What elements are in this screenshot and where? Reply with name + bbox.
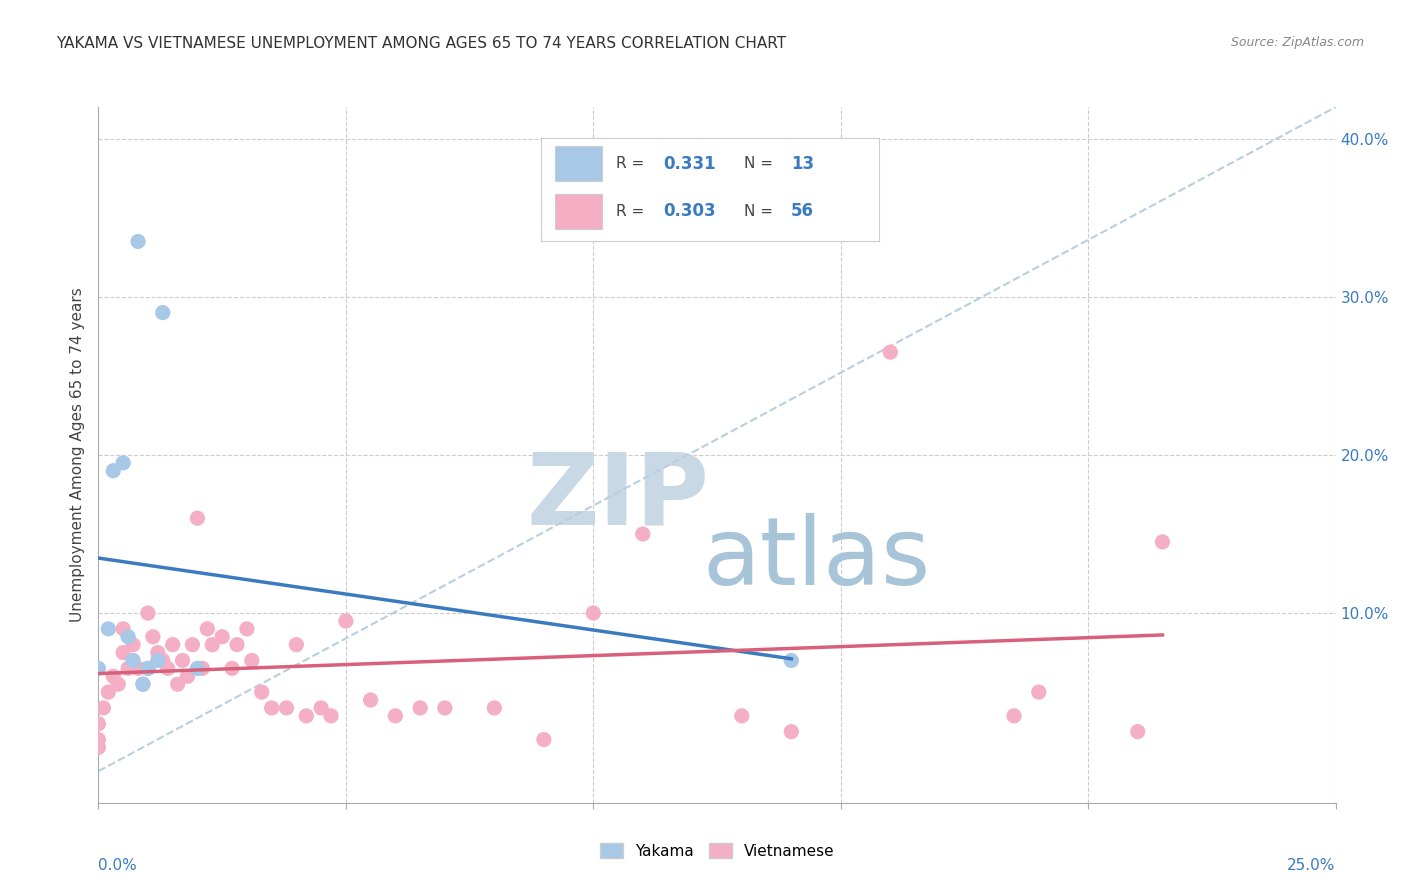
Point: [142, 630, 165, 644]
Point: [276, 701, 298, 715]
Text: 0.303: 0.303: [662, 202, 716, 220]
Point: [162, 638, 184, 652]
Point: [93, 701, 115, 715]
Point: [146, 653, 169, 667]
Text: R =: R =: [616, 156, 648, 171]
Point: [146, 646, 169, 660]
Point: [156, 661, 179, 675]
Point: [384, 708, 406, 723]
Point: [360, 693, 382, 707]
Point: [226, 638, 249, 652]
Point: [879, 345, 901, 359]
Point: [136, 661, 159, 675]
Point: [152, 305, 174, 319]
Point: [181, 638, 204, 652]
Point: [433, 701, 456, 715]
Point: [87, 740, 110, 755]
Point: [103, 669, 125, 683]
Text: 0.0%: 0.0%: [98, 858, 138, 873]
Bar: [555, 146, 602, 181]
Text: 13: 13: [792, 155, 814, 173]
Point: [103, 464, 125, 478]
Point: [122, 638, 145, 652]
Point: [582, 606, 605, 620]
Point: [127, 661, 149, 675]
Point: [136, 661, 159, 675]
Point: [97, 622, 120, 636]
Text: 56: 56: [792, 202, 814, 220]
Point: [309, 701, 332, 715]
Point: [176, 669, 198, 683]
Point: [112, 622, 135, 636]
Point: [132, 677, 155, 691]
Point: [780, 653, 803, 667]
Point: [335, 614, 357, 628]
Point: [221, 661, 243, 675]
Point: [186, 511, 208, 525]
Point: [117, 630, 139, 644]
Point: [240, 653, 263, 667]
Point: [112, 646, 135, 660]
Point: [107, 677, 129, 691]
Point: [780, 724, 803, 739]
Point: [166, 677, 188, 691]
Point: [87, 661, 110, 675]
Text: ZIP: ZIP: [527, 448, 710, 545]
Point: [1028, 685, 1050, 699]
Text: atlas: atlas: [702, 513, 931, 606]
Point: [631, 527, 654, 541]
Point: [152, 653, 174, 667]
Point: [236, 622, 259, 636]
Y-axis label: Unemployment Among Ages 65 to 74 years: Unemployment Among Ages 65 to 74 years: [70, 287, 86, 623]
Text: YAKAMA VS VIETNAMESE UNEMPLOYMENT AMONG AGES 65 TO 74 YEARS CORRELATION CHART: YAKAMA VS VIETNAMESE UNEMPLOYMENT AMONG …: [56, 36, 786, 51]
Point: [97, 685, 120, 699]
Text: N =: N =: [744, 203, 778, 219]
Point: [409, 701, 432, 715]
Point: [295, 708, 318, 723]
Point: [186, 661, 208, 675]
Point: [122, 653, 145, 667]
Point: [1126, 724, 1149, 739]
Point: [1002, 708, 1025, 723]
Point: [250, 685, 273, 699]
Point: [260, 701, 283, 715]
Point: [87, 716, 110, 731]
Text: N =: N =: [744, 156, 778, 171]
Text: 0.331: 0.331: [662, 155, 716, 173]
Point: [117, 661, 139, 675]
Point: [201, 638, 224, 652]
Point: [191, 661, 214, 675]
Point: [127, 235, 149, 249]
Point: [533, 732, 555, 747]
Point: [211, 630, 233, 644]
Point: [172, 653, 194, 667]
Point: [1152, 534, 1174, 549]
Point: [136, 606, 159, 620]
Point: [731, 708, 754, 723]
Point: [132, 677, 155, 691]
Point: [285, 638, 308, 652]
Point: [484, 701, 506, 715]
Point: [319, 708, 342, 723]
Point: [195, 622, 218, 636]
Text: Source: ZipAtlas.com: Source: ZipAtlas.com: [1230, 36, 1364, 49]
Point: [87, 732, 110, 747]
Point: [112, 456, 135, 470]
Text: R =: R =: [616, 203, 648, 219]
Text: 25.0%: 25.0%: [1288, 858, 1336, 873]
Bar: [555, 194, 602, 228]
Legend: Yakama, Vietnamese: Yakama, Vietnamese: [593, 837, 841, 864]
